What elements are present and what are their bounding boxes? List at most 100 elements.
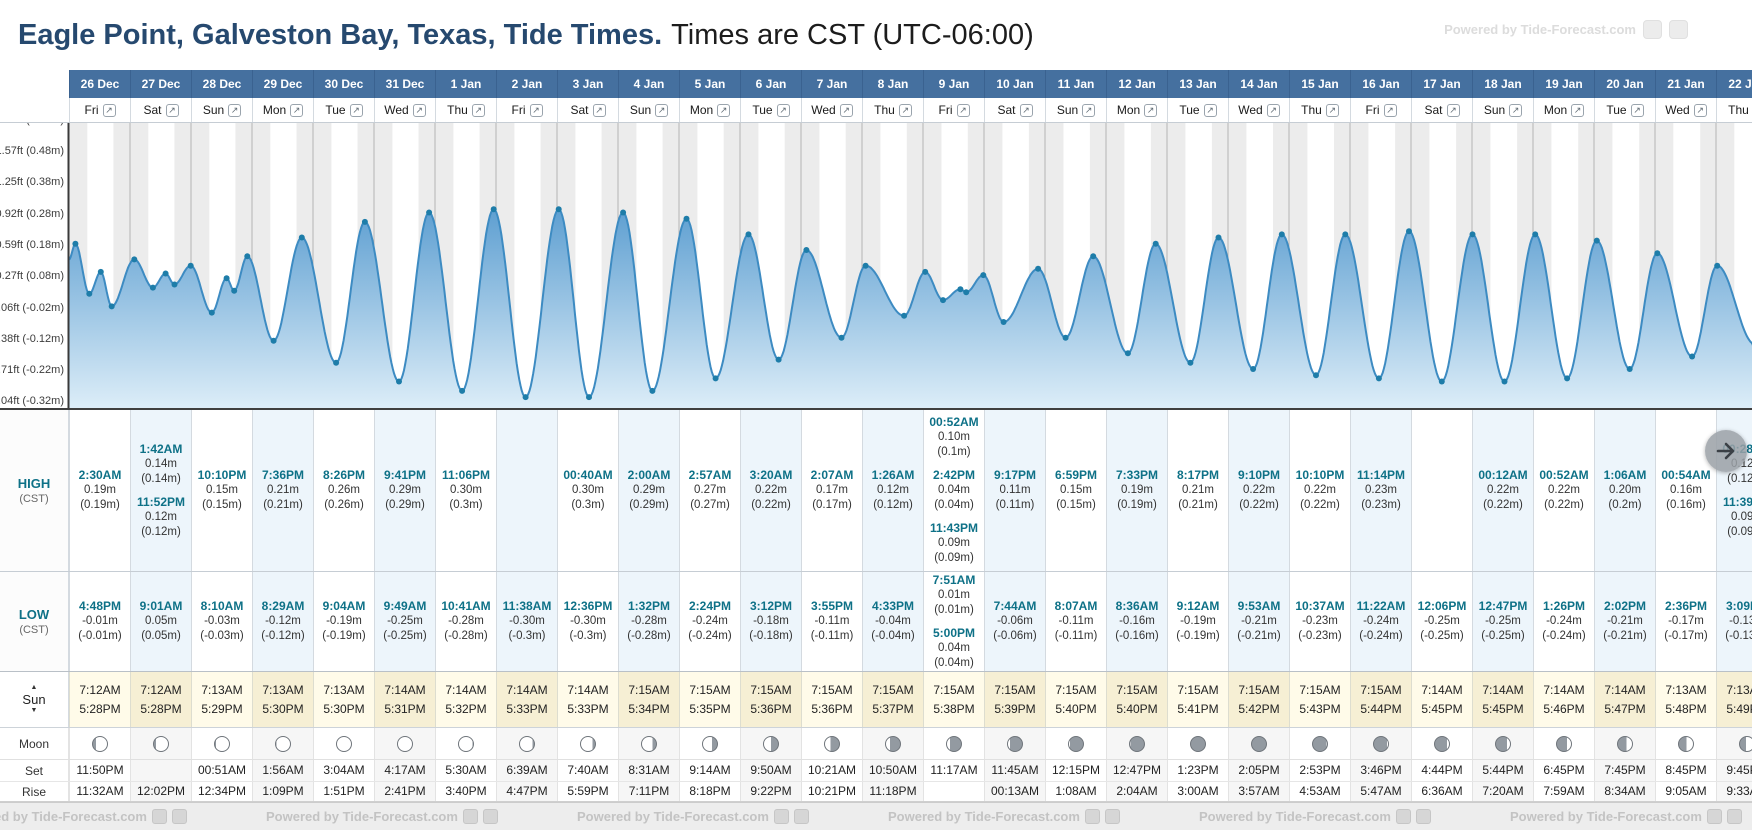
expand-day-icon[interactable]: ↗ xyxy=(1571,103,1585,117)
tide-extreme-dot xyxy=(1406,228,1412,235)
expand-day-icon[interactable]: ↗ xyxy=(1325,103,1339,117)
low-tide-cell: 3:09PM -0.13m (-0.13m) xyxy=(1716,572,1752,671)
date-row: 26 Dec 27 Dec 28 Dec 29 Dec 30 Dec 31 Dec 1 Ja… xyxy=(0,70,1752,98)
high-tide-entry: 1:06AM 0.20m (0.2m) xyxy=(1604,468,1647,513)
tide-time: 11:52PM xyxy=(136,494,186,509)
expand-day-icon[interactable]: ↗ xyxy=(471,103,485,117)
low-tide-entry: 4:48PM -0.01m (-0.01m) xyxy=(78,599,121,644)
sunset-time: 5:43PM xyxy=(1299,702,1341,716)
tide-height: -0.17m xyxy=(1668,615,1704,627)
low-tide-entry: 11:38AM -0.30m (-0.3m) xyxy=(503,599,552,644)
tide-extreme-dot xyxy=(490,206,497,213)
tide-height-paren: (-0.19m) xyxy=(322,630,366,642)
tide-time: 10:41AM xyxy=(441,599,491,613)
moonrise-cell: 11:32AM xyxy=(69,782,130,801)
high-tide-entry: 3:20AM 0.22m (0.22m) xyxy=(750,468,793,513)
dow-cell: Fri ↗ xyxy=(496,98,557,122)
high-tide-entry: 7:36PM 0.21m (0.21m) xyxy=(262,468,304,513)
watermark-text: Powered by Tide-Forecast.com xyxy=(1510,809,1702,824)
tide-height: 0.16m xyxy=(1670,484,1702,496)
expand-day-icon[interactable]: ↗ xyxy=(1203,103,1217,117)
expand-day-icon[interactable]: ↗ xyxy=(1509,103,1523,117)
expand-day-icon[interactable]: ↗ xyxy=(349,103,363,117)
sunset-time: 5:28PM xyxy=(140,702,182,716)
expand-day-icon[interactable]: ↗ xyxy=(898,103,912,117)
high-tide-entry: 9:10PM 0.22m (0.22m) xyxy=(1238,468,1280,513)
dow-label: Tue xyxy=(1179,103,1200,117)
expand-day-icon[interactable]: ↗ xyxy=(529,103,543,117)
tide-extreme-dot xyxy=(963,289,970,296)
tide-time: 9:41PM xyxy=(383,468,427,482)
expand-day-icon[interactable]: ↗ xyxy=(1446,103,1460,117)
dow-label: Sat xyxy=(570,103,589,117)
moon-phase-icon xyxy=(1190,735,1206,752)
expand-day-icon[interactable]: ↗ xyxy=(592,103,606,117)
tide-extreme-dot xyxy=(244,253,251,260)
expand-day-icon[interactable]: ↗ xyxy=(717,103,731,117)
tide-extreme-dot xyxy=(1090,253,1097,260)
high-tide-entry: 2:42PM 0.04m (0.04m) xyxy=(933,468,975,513)
sunrise-time: 7:15AM xyxy=(628,683,670,697)
moon-cell xyxy=(313,728,374,759)
expand-day-icon[interactable]: ↗ xyxy=(655,103,669,117)
expand-day-icon[interactable]: ↗ xyxy=(228,103,242,117)
watermark-text: Powered by Tide-Forecast.com xyxy=(0,809,147,824)
tide-height: -0.23m xyxy=(1302,615,1338,627)
scroll-right-button[interactable] xyxy=(1705,430,1747,472)
watermark-text: Powered by Tide-Forecast.com xyxy=(888,809,1080,824)
expand-day-icon[interactable]: ↗ xyxy=(1019,103,1033,117)
sun-cell: 7:15AM 5:40PM xyxy=(1045,672,1106,727)
tide-height-paren: (0.16m) xyxy=(1666,499,1706,511)
expand-day-icon[interactable]: ↗ xyxy=(1630,103,1644,117)
high-tide-cell: 10:10PM 0.22m (0.22m) xyxy=(1289,410,1350,571)
dow-cell: Sun ↗ xyxy=(191,98,252,122)
expand-day-icon[interactable]: ↗ xyxy=(839,103,853,117)
tide-height: -0.03m xyxy=(204,615,240,627)
tide-height: 0.22m xyxy=(1243,484,1275,496)
sunrise-time: 7:14AM xyxy=(567,683,609,697)
sun-cell: 7:15AM 5:36PM xyxy=(801,672,862,727)
expand-day-icon[interactable]: ↗ xyxy=(165,103,179,117)
expand-day-icon[interactable]: ↗ xyxy=(412,103,426,117)
expand-day-icon[interactable]: ↗ xyxy=(1082,103,1096,117)
moonset-cell: 1:23PM xyxy=(1167,760,1228,781)
sunrise-time: 7:14AM xyxy=(384,683,426,697)
tide-height-paren: (0.12m) xyxy=(873,499,913,511)
expand-day-icon[interactable]: ↗ xyxy=(290,103,304,117)
tide-chart: 1.90ft (0.58m) 1.57ft (0.48m) 1.25ft (0.38… xyxy=(0,123,1752,410)
dow-cell: Sat ↗ xyxy=(557,98,618,122)
tide-time: 4:48PM xyxy=(78,599,121,613)
tide-time: 11:39PM xyxy=(1722,494,1752,509)
moonset-cell: 8:45PM xyxy=(1655,760,1716,781)
high-tide-cell: 00:52AM 0.22m (0.22m) xyxy=(1533,410,1594,571)
expand-day-icon[interactable]: ↗ xyxy=(1693,103,1707,117)
low-tide-cell: 3:55PM -0.11m (-0.11m) xyxy=(801,572,862,671)
expand-day-icon[interactable]: ↗ xyxy=(1144,103,1158,117)
sunrise-time: 7:15AM xyxy=(1360,683,1402,697)
sun-cell: 7:13AM 5:29PM xyxy=(191,672,252,727)
moonrise-cell: 00:13AM xyxy=(984,782,1045,801)
moon-phase-icon xyxy=(1312,735,1328,752)
moon-cell xyxy=(618,728,679,759)
moonset-cell: 12:15PM xyxy=(1045,760,1106,781)
expand-day-icon[interactable]: ↗ xyxy=(776,103,790,117)
tide-height-paren: (0.1m) xyxy=(937,446,971,458)
tide-height: 0.29m xyxy=(389,484,421,496)
low-tide-entry: 9:12AM -0.19m (-0.19m) xyxy=(1176,599,1219,644)
expand-day-icon[interactable]: ↗ xyxy=(956,103,970,117)
tide-extreme-dot xyxy=(108,303,115,310)
tide-extreme-dot xyxy=(72,240,79,247)
expand-day-icon[interactable]: ↗ xyxy=(1383,103,1397,117)
tide-height: 0.30m xyxy=(572,484,604,496)
low-tide-entry: 9:01AM 0.05m (0.05m) xyxy=(140,599,183,644)
tide-height-paren: (0.22m) xyxy=(1544,499,1584,511)
dow-cell: Wed ↗ xyxy=(1655,98,1716,122)
low-tide-entry: 12:36PM -0.30m (-0.3m) xyxy=(564,599,613,644)
high-cst-label: (CST) xyxy=(19,493,49,505)
expand-day-icon[interactable]: ↗ xyxy=(102,103,116,117)
tide-extreme-dot xyxy=(97,268,104,275)
tide-height-paren: (0.17m) xyxy=(812,499,852,511)
low-tide-cell: 7:51AM 0.01m (0.01m) 5:00PM 0.04m (0.04m) xyxy=(923,572,984,671)
moon-phase-icon xyxy=(1068,735,1084,752)
expand-day-icon[interactable]: ↗ xyxy=(1266,103,1280,117)
